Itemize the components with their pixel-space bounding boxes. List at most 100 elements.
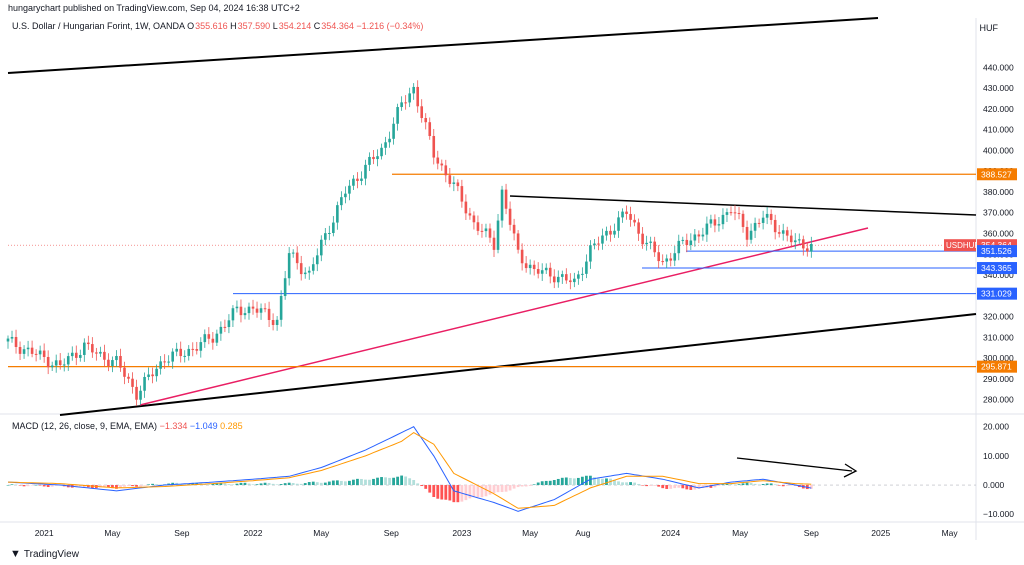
macd-histogram-bar (741, 483, 745, 486)
candle-body (263, 308, 267, 310)
candle-body (287, 253, 291, 279)
candle-body (432, 136, 436, 158)
macd-histogram-bar (669, 485, 673, 489)
macd-histogram-bar (504, 485, 508, 492)
macd-histogram-bar (605, 478, 608, 486)
tradingview-brand: ▼ TradingView (10, 548, 79, 560)
candle-body (504, 189, 508, 209)
candle-body (275, 319, 279, 325)
candle-body (115, 355, 118, 361)
macd-histogram-bar (167, 483, 171, 486)
candle-body (508, 208, 512, 225)
macd-histogram-bar (127, 485, 130, 486)
macd-histogram-bar (677, 485, 681, 488)
candle-body (597, 243, 600, 245)
macd-histogram-bar (171, 482, 175, 486)
macd-histogram-bar (356, 478, 359, 486)
macd-legend: MACD (12, 26, close, 9, EMA, EMA) −1.334… (12, 421, 243, 431)
price-tick-label: 320.000 (983, 312, 1014, 322)
macd-histogram-bar (749, 483, 753, 486)
high-label: H (230, 21, 237, 31)
macd-histogram-bar (701, 485, 705, 488)
candle-body (191, 348, 195, 350)
candle-body (605, 230, 608, 236)
macd-histogram-bar (38, 485, 42, 486)
price-label-text: 331.029 (981, 289, 1012, 299)
candle-body (372, 156, 375, 160)
macd-histogram-bar (472, 485, 476, 498)
macd-histogram-bar (243, 482, 247, 486)
open-label: O (187, 21, 195, 31)
price-tick-label: 410.000 (983, 125, 1014, 135)
candle-body (544, 267, 548, 271)
macd-histogram-bar (649, 485, 653, 486)
price-tick-label: 290.000 (983, 374, 1014, 384)
candle-body (195, 349, 199, 351)
macd-histogram-bar (388, 477, 391, 486)
candle-body (139, 390, 142, 400)
macd-histogram-bar (111, 485, 114, 489)
macd-histogram-bar (725, 483, 729, 486)
candle-body (793, 240, 797, 243)
candle-body (777, 232, 781, 234)
candle-body (749, 230, 753, 240)
candle-body (183, 355, 187, 357)
candle-body (111, 360, 114, 367)
candle-body (251, 306, 255, 309)
candle-body (46, 356, 50, 368)
price-tick-label: 400.000 (983, 145, 1014, 155)
candle-body (267, 308, 271, 321)
macd-histogram-bar (303, 483, 307, 486)
macd-histogram-bar (580, 476, 584, 486)
macd-histogram-bar (528, 485, 532, 486)
macd-histogram-bar (30, 485, 34, 486)
price-tick-label: 300.000 (983, 353, 1014, 363)
candle-body (524, 263, 528, 269)
candle-body (745, 226, 749, 240)
macd-histogram-bar (745, 482, 749, 486)
candle-body (633, 219, 636, 223)
candle-body (219, 326, 223, 334)
price-tick-label: 440.000 (983, 62, 1014, 72)
candle-body (83, 342, 86, 355)
candle-body (476, 222, 480, 231)
candle-body (223, 326, 227, 328)
macd-histogram-bar (681, 485, 685, 489)
candle-body (705, 223, 709, 235)
candle-body (143, 376, 146, 391)
candle-body (319, 239, 323, 256)
candle-body (472, 215, 476, 223)
candle-body (360, 178, 363, 181)
candle-body (773, 219, 777, 233)
candle-body (661, 261, 665, 263)
macd-histogram-bar (761, 484, 765, 486)
macd-histogram-bar (271, 483, 275, 486)
macd-histogram-bar (657, 485, 661, 487)
candle-body (336, 205, 339, 223)
macd-histogram-bar (291, 483, 295, 486)
macd-histogram-bar (147, 484, 150, 486)
candle-body (179, 348, 183, 357)
macd-histogram-bar (721, 484, 725, 486)
candle-body (78, 354, 82, 358)
candle-body (669, 258, 673, 261)
candle-body (392, 123, 395, 139)
price-tick-label: 360.000 (983, 228, 1014, 238)
macd-histogram-bar (412, 479, 416, 486)
candle-body (147, 374, 150, 377)
candle-body (388, 138, 391, 143)
macd-histogram-bar (556, 478, 560, 486)
macd-histogram-bar (42, 485, 46, 487)
candle-body (123, 367, 126, 377)
macd-histogram-bar (54, 485, 58, 486)
triangle-resistance-line (509, 195, 977, 216)
candle-body (721, 214, 725, 225)
price-label-box (977, 245, 1017, 258)
candle-body (464, 201, 468, 214)
high-value: 357.590 (237, 21, 271, 31)
macd-histogram-bar (6, 485, 10, 486)
candle-body (171, 351, 174, 362)
macd-histogram-bar (78, 485, 82, 487)
macd-histogram-bar (231, 484, 235, 486)
